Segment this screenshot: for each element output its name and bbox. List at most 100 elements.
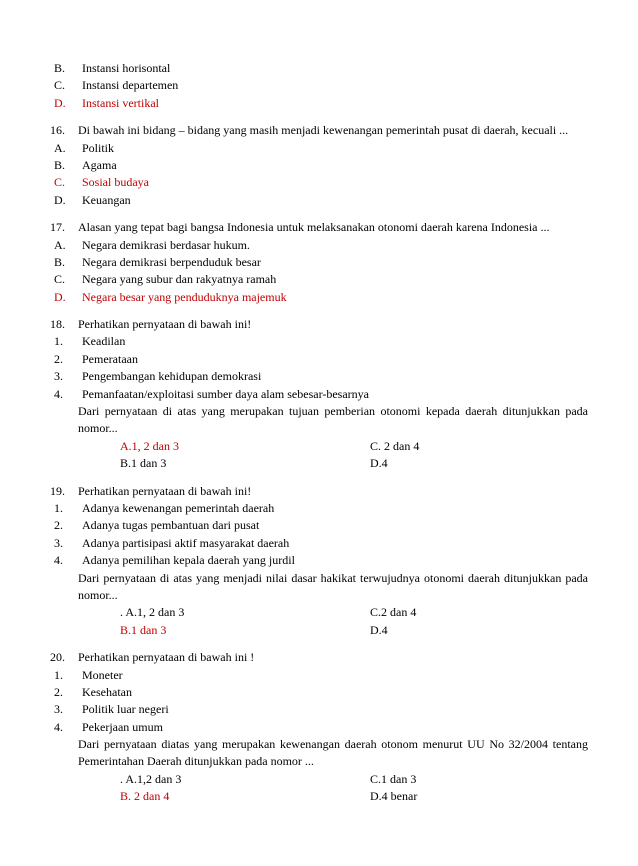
list-item-1: 1.Keadilan xyxy=(50,333,588,350)
question-15-fragment: B.Instansi horisontal C.Instansi departe… xyxy=(50,60,588,112)
option-marker: D. xyxy=(50,192,82,209)
option-marker: A. xyxy=(50,140,82,157)
option-row-2: B.1 dan 3 D.4 xyxy=(50,622,588,639)
option-a-correct: A.1, 2 dan 3 xyxy=(120,438,370,455)
sub-stem: Dari pernyataan di atas yang menjadi nil… xyxy=(50,570,588,605)
option-marker: D. xyxy=(50,289,82,306)
list-marker: 3. xyxy=(50,701,82,718)
option-text: Sosial budaya xyxy=(82,174,588,191)
option-c-correct: C.Sosial budaya xyxy=(50,174,588,191)
option-marker: C. xyxy=(50,77,82,94)
question-text: Perhatikan pernyataan di bawah ini ! xyxy=(78,649,588,666)
option-d-correct: D.Negara besar yang penduduknya majemuk xyxy=(50,289,588,306)
option-text: Instansi horisontal xyxy=(82,60,588,77)
sub-stem: Dari pernyataan diatas yang merupakan ke… xyxy=(50,736,588,771)
option-marker: B. xyxy=(50,254,82,271)
option-d: D.Keuangan xyxy=(50,192,588,209)
list-text: Moneter xyxy=(82,667,588,684)
option-a: A.Negara demikrasi berdasar hukum. xyxy=(50,237,588,254)
list-item-4: 4.Pekerjaan umum xyxy=(50,719,588,736)
option-text: Negara demikrasi berdasar hukum. xyxy=(82,237,588,254)
list-text: Keadilan xyxy=(82,333,588,350)
option-c: C.1 dan 3 xyxy=(370,771,588,788)
option-marker: A. xyxy=(50,237,82,254)
question-text: Alasan yang tepat bagi bangsa Indonesia … xyxy=(78,219,588,236)
list-item-1: 1.Moneter xyxy=(50,667,588,684)
list-marker: 4. xyxy=(50,719,82,736)
option-text: Politik xyxy=(82,140,588,157)
question-19: 19. Perhatikan pernyataan di bawah ini! … xyxy=(50,483,588,640)
option-row-1: . A.1, 2 dan 3 C.2 dan 4 xyxy=(50,604,588,621)
list-item-4: 4.Pemanfaatan/exploitasi sumber daya ala… xyxy=(50,386,588,403)
question-stem: 17. Alasan yang tepat bagi bangsa Indone… xyxy=(50,219,588,236)
question-18: 18. Perhatikan pernyataan di bawah ini! … xyxy=(50,316,588,473)
list-text: Pemanfaatan/exploitasi sumber daya alam … xyxy=(82,386,588,403)
list-marker: 3. xyxy=(50,535,82,552)
list-item-4: 4.Adanya pemilihan kepala daerah yang ju… xyxy=(50,552,588,569)
option-text: Agama xyxy=(82,157,588,174)
list-text: Adanya tugas pembantuan dari pusat xyxy=(82,517,588,534)
question-stem: 18. Perhatikan pernyataan di bawah ini! xyxy=(50,316,588,333)
list-text: Kesehatan xyxy=(82,684,588,701)
question-text: Perhatikan pernyataan di bawah ini! xyxy=(78,316,588,333)
list-marker: 1. xyxy=(50,500,82,517)
list-marker: 2. xyxy=(50,351,82,368)
list-text: Pengembangan kehidupan demokrasi xyxy=(82,368,588,385)
option-c: C.Negara yang subur dan rakyatnya ramah xyxy=(50,271,588,288)
option-text: Negara yang subur dan rakyatnya ramah xyxy=(82,271,588,288)
question-number: 19. xyxy=(50,483,78,500)
option-text: Negara demikrasi berpenduduk besar xyxy=(82,254,588,271)
option-b: B.1 dan 3 xyxy=(120,455,370,472)
list-text: Politik luar negeri xyxy=(82,701,588,718)
question-stem: 20. Perhatikan pernyataan di bawah ini ! xyxy=(50,649,588,666)
option-c: C. 2 dan 4 xyxy=(370,438,588,455)
question-text: Perhatikan pernyataan di bawah ini! xyxy=(78,483,588,500)
list-marker: 1. xyxy=(50,667,82,684)
list-text: Adanya pemilihan kepala daerah yang jurd… xyxy=(82,552,588,569)
list-text: Pemerataan xyxy=(82,351,588,368)
option-c: C.Instansi departemen xyxy=(50,77,588,94)
list-marker: 2. xyxy=(50,684,82,701)
option-row-1: A.1, 2 dan 3 C. 2 dan 4 xyxy=(50,438,588,455)
list-item-3: 3.Politik luar negeri xyxy=(50,701,588,718)
list-item-2: 2.Kesehatan xyxy=(50,684,588,701)
question-stem: 16. Di bawah ini bidang – bidang yang ma… xyxy=(50,122,588,139)
option-marker: D. xyxy=(50,95,82,112)
list-item-3: 3.Pengembangan kehidupan demokrasi xyxy=(50,368,588,385)
option-row-2: B.1 dan 3 D.4 xyxy=(50,455,588,472)
list-item-1: 1.Adanya kewenangan pemerintah daerah xyxy=(50,500,588,517)
option-text: Instansi departemen xyxy=(82,77,588,94)
list-marker: 4. xyxy=(50,386,82,403)
option-d-correct: D.Instansi vertikal xyxy=(50,95,588,112)
list-marker: 1. xyxy=(50,333,82,350)
list-text: Pekerjaan umum xyxy=(82,719,588,736)
option-a: . A.1, 2 dan 3 xyxy=(120,604,370,621)
list-text: Adanya partisipasi aktif masyarakat daer… xyxy=(82,535,588,552)
option-d: D.4 benar xyxy=(370,788,588,805)
sub-stem: Dari pernyataan di atas yang merupakan t… xyxy=(50,403,588,438)
option-b: B.Negara demikrasi berpenduduk besar xyxy=(50,254,588,271)
question-17: 17. Alasan yang tepat bagi bangsa Indone… xyxy=(50,219,588,306)
list-marker: 3. xyxy=(50,368,82,385)
option-marker: C. xyxy=(50,271,82,288)
option-b-correct: B.1 dan 3 xyxy=(120,622,370,639)
question-16: 16. Di bawah ini bidang – bidang yang ma… xyxy=(50,122,588,209)
option-row-2: B. 2 dan 4 D.4 benar xyxy=(50,788,588,805)
list-marker: 2. xyxy=(50,517,82,534)
option-marker: B. xyxy=(50,60,82,77)
option-b: B.Agama xyxy=(50,157,588,174)
question-stem: 19. Perhatikan pernyataan di bawah ini! xyxy=(50,483,588,500)
option-c: C.2 dan 4 xyxy=(370,604,588,621)
option-marker: C. xyxy=(50,174,82,191)
option-text: Instansi vertikal xyxy=(82,95,588,112)
option-b: B.Instansi horisontal xyxy=(50,60,588,77)
question-number: 16. xyxy=(50,122,78,139)
question-number: 20. xyxy=(50,649,78,666)
option-a: . A.1,2 dan 3 xyxy=(120,771,370,788)
list-text: Adanya kewenangan pemerintah daerah xyxy=(82,500,588,517)
question-number: 17. xyxy=(50,219,78,236)
list-marker: 4. xyxy=(50,552,82,569)
option-b-correct: B. 2 dan 4 xyxy=(120,788,370,805)
option-row-1: . A.1,2 dan 3 C.1 dan 3 xyxy=(50,771,588,788)
question-number: 18. xyxy=(50,316,78,333)
